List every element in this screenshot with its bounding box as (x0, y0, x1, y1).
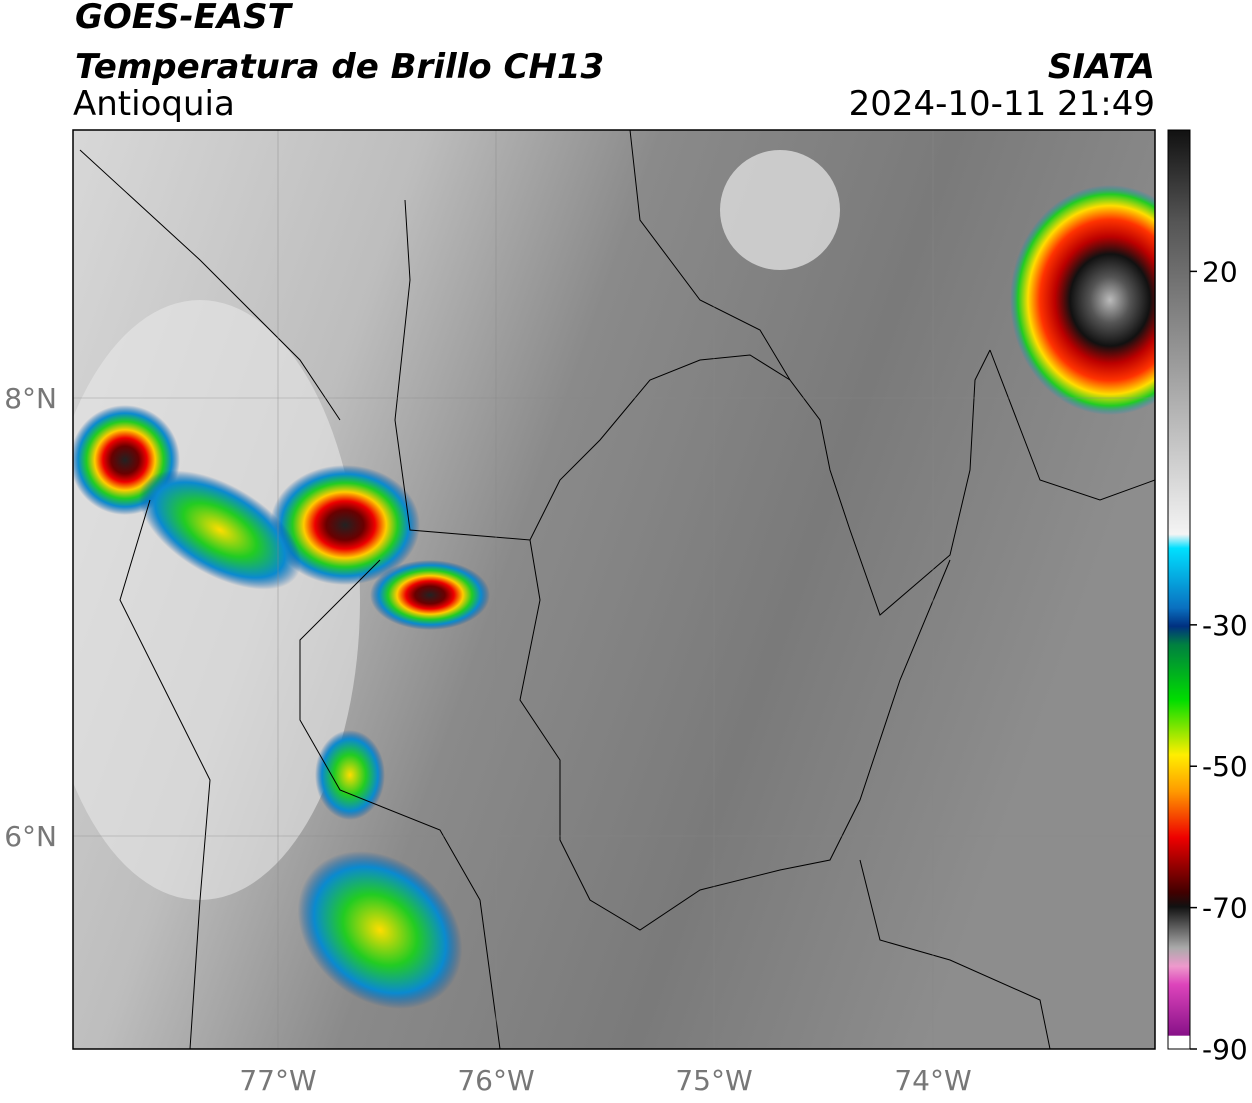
graticule: 8°N 6°N 77°W 76°W 75°W 74°W (4, 130, 1155, 1097)
storm (1010, 185, 1155, 415)
lat-label: 8°N (4, 382, 57, 415)
storm (138, 470, 302, 590)
storm (297, 851, 463, 1009)
lon-label: 74°W (894, 1064, 971, 1097)
map (73, 130, 1155, 1049)
colorbar-tick-label: -50 (1202, 750, 1248, 783)
storm (270, 465, 420, 585)
colorbar-tick-label: -70 (1202, 892, 1248, 925)
storm (315, 730, 385, 820)
colorbar-tick-label: -30 (1202, 609, 1248, 642)
datetime: 2024-10-11 21:49 (849, 84, 1155, 124)
cloud (720, 150, 840, 270)
lon-label: 75°W (675, 1064, 752, 1097)
borders (79, 130, 1155, 1049)
subtitle: Temperatura de Brillo CH13 (75, 47, 604, 87)
cloud (73, 300, 360, 900)
lon-label: 77°W (239, 1064, 316, 1097)
storm (370, 560, 490, 630)
region: Antioquia (73, 84, 235, 124)
title: GOES-EAST (75, 0, 294, 37)
colorbar-ticks: 20 -30 -50 -70 -90 (1190, 255, 1248, 1066)
colorbar (1167, 129, 1191, 1050)
lon-label: 76°W (457, 1064, 534, 1097)
colorbar-tick-label: 20 (1202, 255, 1238, 288)
lat-label: 6°N (4, 820, 57, 853)
colorbar-tick-label: -90 (1202, 1033, 1248, 1066)
source: SIATA (1048, 47, 1155, 87)
map-frame (72, 129, 1156, 1050)
